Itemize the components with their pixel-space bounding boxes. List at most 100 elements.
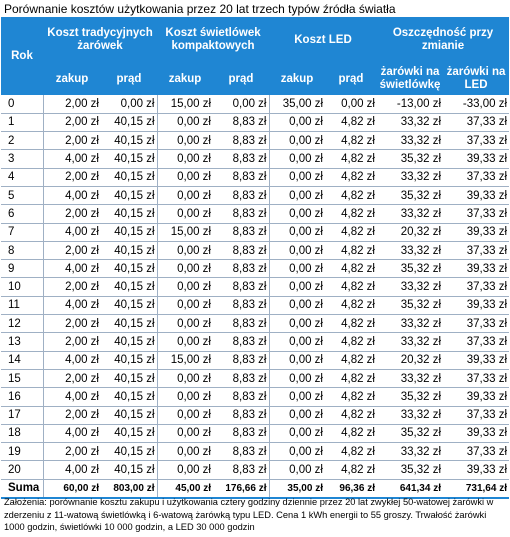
table-row: 13 2,00 zł 40,15 zł 0,00 zł 8,83 zł 0,00 zł 4,… [1,332,509,352]
led-power-cell: 4,82 zł [325,351,377,370]
bulb-purchase-cell: 2,00 zł [42,113,101,133]
bulb-power-cell: 40,15 zł [101,314,157,334]
led-purchase-cell: 0,00 zł [268,369,325,389]
table-header: Rok Koszt tradycyjnych żarówek Koszt świ… [1,17,509,95]
bulb-power-cell: 40,15 zł [101,369,157,389]
year-cell: 13 [1,332,43,352]
cfl-power-cell: 8,83 zł [213,332,269,352]
table-row: 20 4,00 zł 40,15 zł 0,00 zł 8,83 zł 0,00 zł 4,… [1,460,509,480]
cfl-purchase-cell: 0,00 zł [156,332,213,352]
year-cell: 2 [1,131,43,151]
saving-led-cell: 39,33 zł [443,460,509,480]
saving-cfl-cell: 35,32 zł [377,296,443,316]
subheader-prad: prąd [325,63,377,95]
saving-cfl-cell: 35,32 zł [377,424,443,444]
cfl-power-cell: 8,83 zł [213,168,269,187]
cfl-purchase-cell: 0,00 zł [156,113,213,133]
bulb-power-cell: 40,15 zł [101,259,157,279]
led-purchase-cell: 0,00 zł [268,113,325,133]
saving-cfl-cell: 35,32 zł [377,186,443,206]
page-title: Porównanie kosztów użytkowania przez 20 … [4,2,396,16]
saving-led-cell: 39,33 zł [443,149,509,169]
bulb-purchase-cell: 4,00 zł [42,351,101,370]
bulb-power-cell: 40,15 zł [101,332,157,352]
bulb-purchase-cell: 4,00 zł [42,296,101,316]
subheader-bulb-to-led: żarówki na LED [443,63,509,95]
cfl-power-cell: 8,83 zł [213,406,269,425]
led-power-cell: 4,82 zł [325,113,377,133]
cfl-power-cell: 8,83 zł [213,223,269,242]
bulb-power-cell: 40,15 zł [101,460,157,480]
header-led: Koszt LED [269,17,377,63]
cfl-power-cell: 8,83 zł [213,296,269,316]
led-purchase-cell: 0,00 zł [268,442,325,462]
cfl-purchase-cell: 0,00 zł [156,369,213,389]
cfl-power-cell: 8,83 zł [213,204,269,224]
saving-led-cell: 37,33 zł [443,406,509,425]
led-power-cell: 4,82 zł [325,149,377,169]
year-cell: 14 [1,351,43,370]
led-power-cell: 4,82 zł [325,259,377,279]
year-cell: 4 [1,168,43,187]
bulb-power-cell: 40,15 zł [101,131,157,151]
led-power-cell: 4,82 zł [325,241,377,261]
led-power-cell: 4,82 zł [325,424,377,444]
table-row: 1 2,00 zł 40,15 zł 0,00 zł 8,83 zł 0,00 zł 4,8… [1,113,509,133]
bulb-purchase-cell: 4,00 zł [42,387,101,407]
cfl-power-cell: 0,00 zł [213,95,269,114]
led-power-cell: 4,82 zł [325,296,377,316]
subheader-bulb-to-cfl: żarówki na świetlówkę [377,63,443,95]
subheader-zakup: zakup [157,63,213,95]
led-purchase-cell: 0,00 zł [268,168,325,187]
bulb-power-cell: 40,15 zł [101,223,157,242]
year-cell: 20 [1,460,43,480]
saving-cfl-cell: 33,32 zł [377,241,443,261]
bulb-purchase-cell: 2,00 zł [42,314,101,334]
saving-led-cell: 37,33 zł [443,332,509,352]
cfl-purchase-cell: 0,00 zł [156,314,213,334]
table-row: 4 2,00 zł 40,15 zł 0,00 zł 8,83 zł 0,00 zł 4,8… [1,168,509,187]
cfl-power-cell: 8,83 zł [213,424,269,444]
cfl-power-cell: 176,66 zł [213,479,269,499]
cfl-purchase-cell: 0,00 zł [156,460,213,480]
bulb-purchase-cell: 2,00 zł [42,131,101,151]
bulb-purchase-cell: 4,00 zł [42,460,101,480]
table-row: 3 4,00 zł 40,15 zł 0,00 zł 8,83 zł 0,00 zł 4,8… [1,149,509,169]
cfl-purchase-cell: 0,00 zł [156,168,213,187]
led-power-cell: 96,36 zł [325,479,377,499]
cfl-power-cell: 8,83 zł [213,131,269,151]
bulb-power-cell: 803,00 zł [101,479,157,499]
saving-cfl-cell: 33,32 zł [377,442,443,462]
led-purchase-cell: 0,00 zł [268,424,325,444]
table-row: 10 2,00 zł 40,15 zł 0,00 zł 8,83 zł 0,00 zł 4,… [1,277,509,297]
summary-row: Suma 60,00 zł 803,00 zł 45,00 zł 176,66 zł 35… [1,479,509,499]
saving-cfl-cell: 35,32 zł [377,387,443,407]
cfl-purchase-cell: 0,00 zł [156,186,213,206]
table-row: 0 2,00 zł 0,00 zł 15,00 zł 0,00 zł 35,00 zł 0,… [1,95,509,114]
header-rok: Rok [1,17,43,95]
bulb-purchase-cell: 60,00 zł [42,479,101,499]
cfl-purchase-cell: 0,00 zł [156,296,213,316]
cfl-purchase-cell: 0,00 zł [156,241,213,261]
assumptions-note: Założenia: porównanie kosztu zakupu i uż… [4,497,494,532]
saving-cfl-cell: 33,32 zł [377,113,443,133]
bulb-purchase-cell: 4,00 zł [42,424,101,444]
led-power-cell: 4,82 zł [325,131,377,151]
bulb-power-cell: 40,15 zł [101,186,157,206]
header-compact-fluorescent: Koszt świetlówek kompaktowych [157,17,269,63]
saving-led-cell: 731,64 zł [443,479,509,499]
year-cell: 6 [1,204,43,224]
bulb-power-cell: 40,15 zł [101,424,157,444]
saving-led-cell: 37,33 zł [443,277,509,297]
cfl-power-cell: 8,83 zł [213,186,269,206]
table-body: 0 2,00 zł 0,00 zł 15,00 zł 0,00 zł 35,00 zł 0,… [1,95,509,499]
saving-cfl-cell: 35,32 zł [377,149,443,169]
saving-led-cell: 39,33 zł [443,296,509,316]
cfl-power-cell: 8,83 zł [213,113,269,133]
bulb-purchase-cell: 2,00 zł [42,332,101,352]
table-row: 19 2,00 zł 40,15 zł 0,00 zł 8,83 zł 0,00 zł 4,… [1,442,509,462]
cfl-purchase-cell: 0,00 zł [156,442,213,462]
bulb-power-cell: 0,00 zł [101,95,157,114]
saving-led-cell: 39,33 zł [443,424,509,444]
saving-led-cell: 39,33 zł [443,259,509,279]
